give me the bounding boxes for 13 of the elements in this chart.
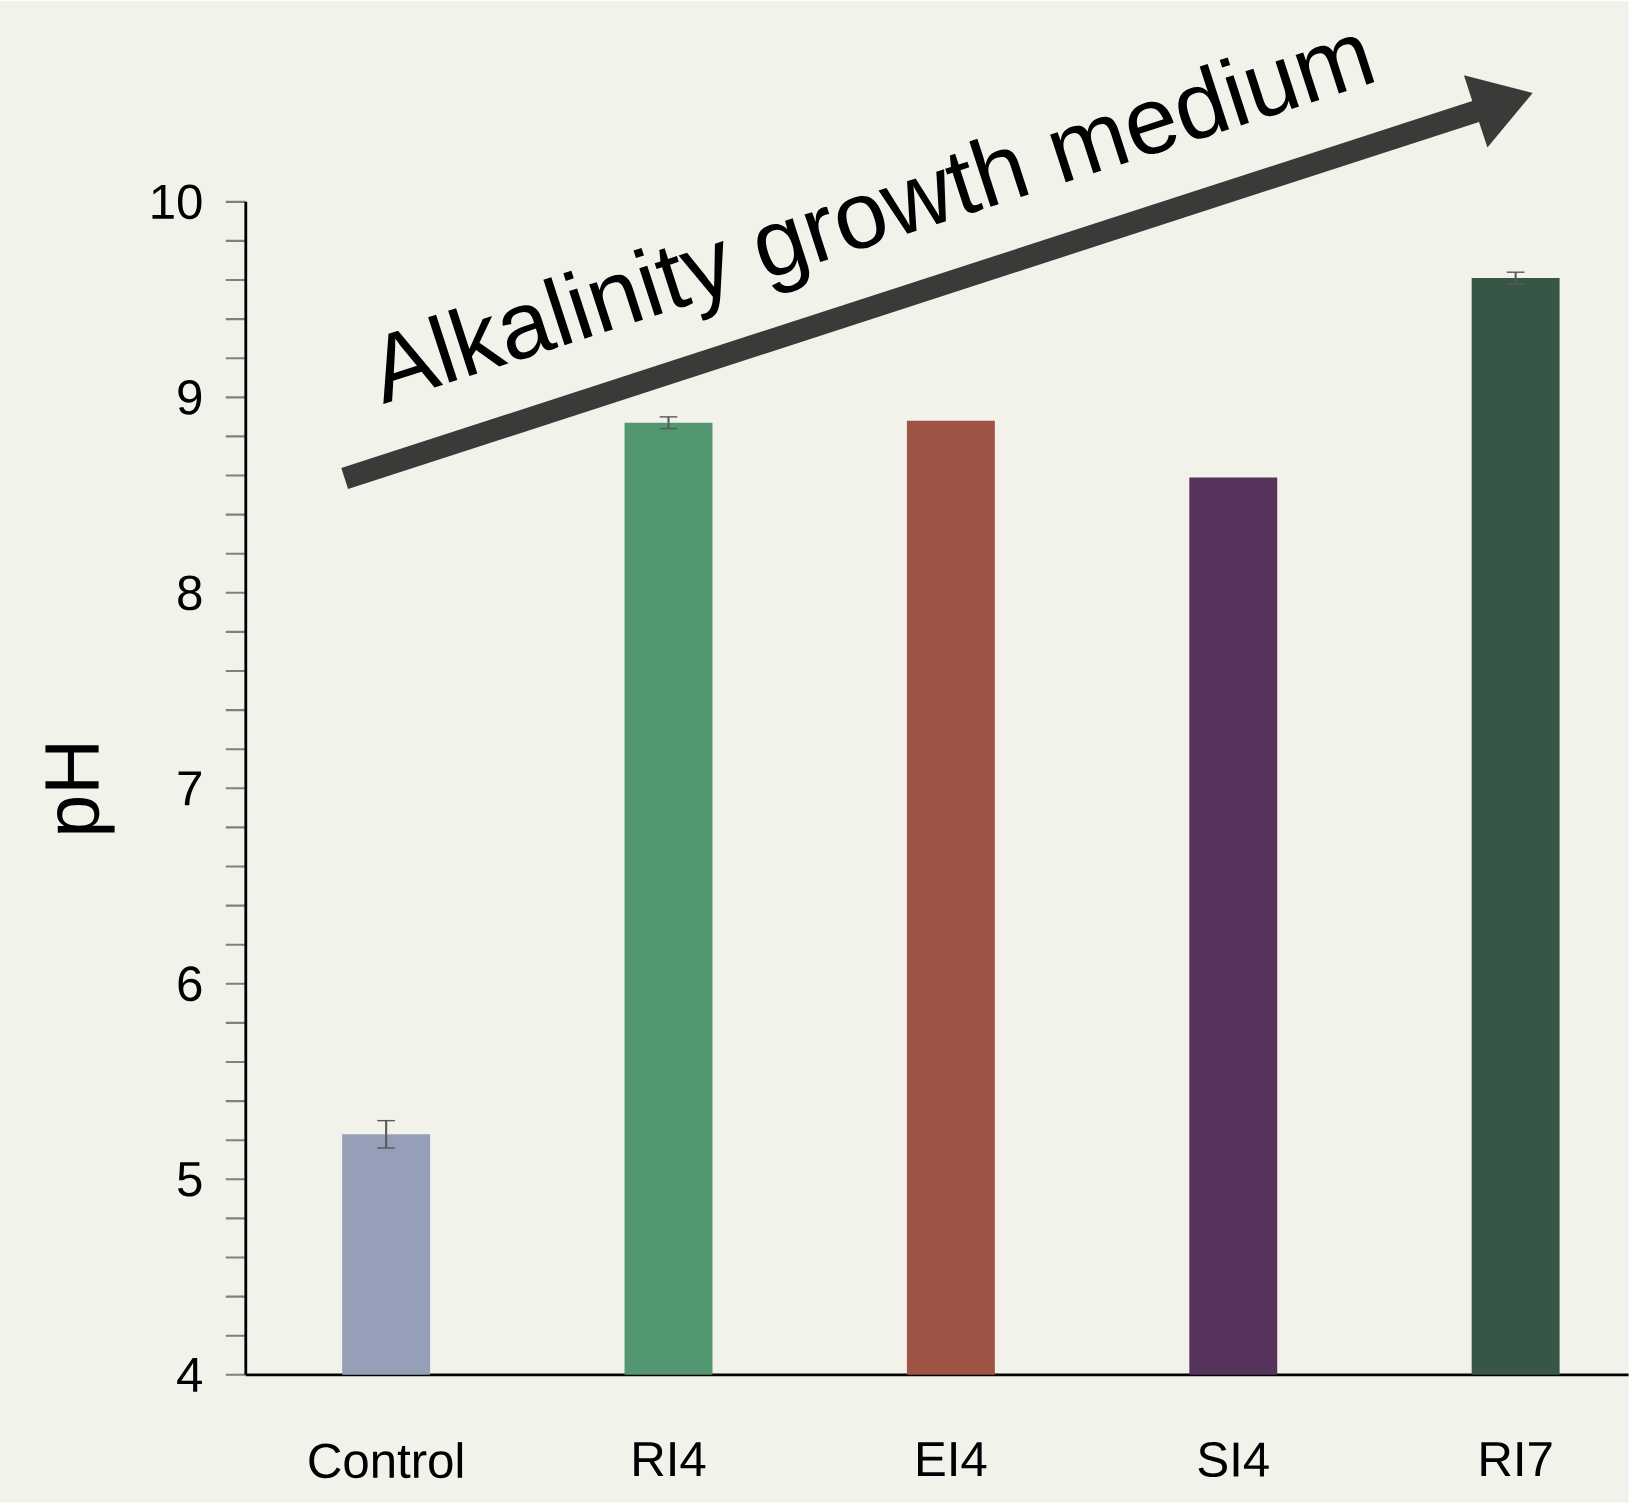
- y-tick-label: 7: [178, 771, 201, 806]
- y-tick-label: 4: [177, 1358, 202, 1392]
- x-tick-label: RI7: [1481, 1442, 1552, 1477]
- y-tick-label: 9: [178, 380, 202, 415]
- y-tick-label: 10: [152, 184, 202, 220]
- y-axis-title: pH: [45, 745, 115, 833]
- y-tick-label: 6: [178, 966, 202, 1002]
- y-tick-label: 5: [178, 1162, 202, 1197]
- x-tick-label: EI4: [918, 1442, 987, 1477]
- x-tick-label: SI4: [1198, 1442, 1269, 1478]
- y-tick-label: 8: [178, 575, 202, 611]
- x-tick-label: Control: [309, 1442, 463, 1479]
- x-tick-label: RI4: [634, 1442, 706, 1477]
